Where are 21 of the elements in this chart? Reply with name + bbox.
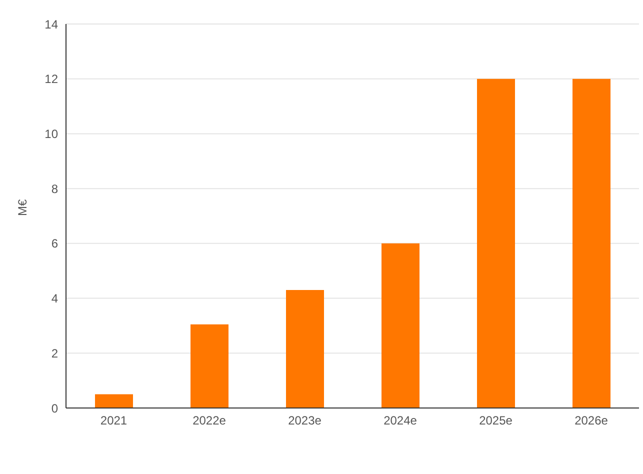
y-tick-label: 8 [51, 182, 58, 196]
x-tick-label: 2024e [384, 414, 418, 428]
y-axis-title: M€ [15, 199, 30, 216]
y-tick-label: 10 [44, 126, 58, 141]
y-tick-label: 14 [44, 17, 58, 32]
bar [286, 290, 324, 408]
y-tick-label: 6 [51, 236, 58, 251]
y-tick-label: 2 [51, 346, 58, 360]
x-tick-label: 2021 [100, 414, 128, 428]
bar [572, 78, 610, 408]
y-tick-label: 12 [44, 72, 58, 86]
x-tick-label: 2026e [574, 414, 608, 428]
bar [190, 324, 228, 408]
x-tick-label: 2025e [479, 414, 513, 428]
bar [95, 394, 133, 408]
bar [382, 243, 420, 408]
y-tick-label: 4 [51, 292, 58, 306]
x-tick-label: 2023e [288, 414, 322, 428]
y-tick-label: 0 [51, 401, 58, 416]
bar [477, 78, 515, 408]
x-tick-label: 2022e [192, 414, 226, 428]
